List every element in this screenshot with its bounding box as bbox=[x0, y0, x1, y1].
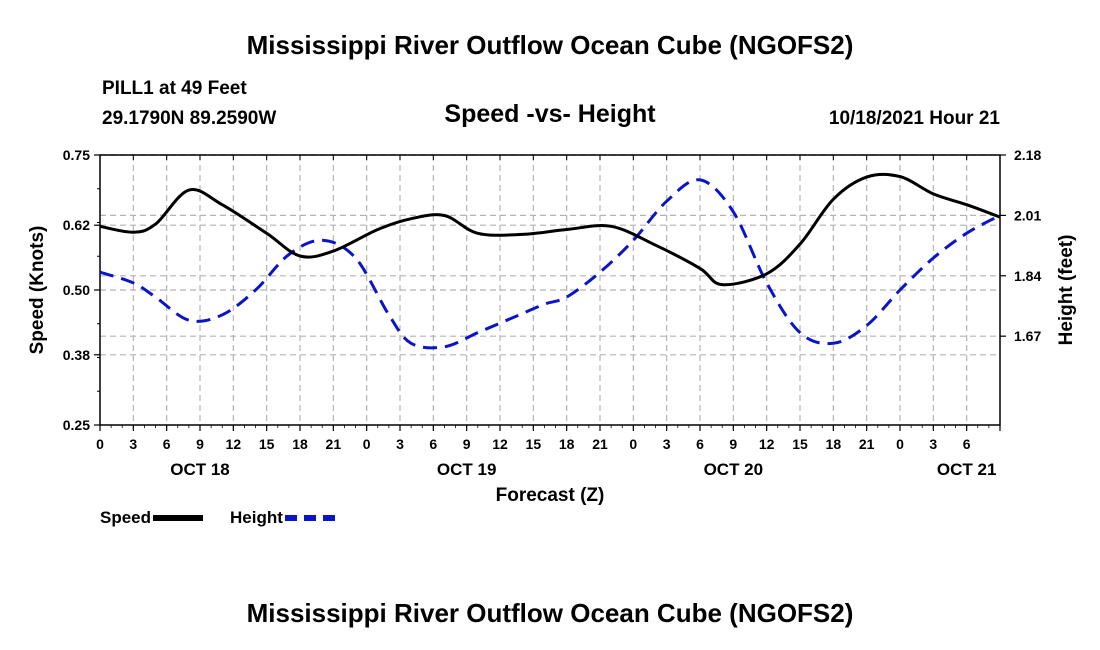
x-tick-label: 15 bbox=[259, 436, 275, 452]
legend-height-swatch bbox=[284, 515, 335, 521]
x-tick-label: 6 bbox=[963, 436, 971, 452]
station-label: PILL1 at 49 Feet bbox=[102, 78, 247, 99]
axes-layer bbox=[94, 154, 1006, 431]
x-tick-label: 18 bbox=[559, 436, 575, 452]
y2-tick-label: 2.01 bbox=[1014, 207, 1041, 223]
x-tick-label: 18 bbox=[292, 436, 308, 452]
x-tick-label: 0 bbox=[629, 436, 637, 452]
x-tick-label: 3 bbox=[929, 436, 937, 452]
x-tick-label: 12 bbox=[492, 436, 508, 452]
series-layer bbox=[99, 172, 1001, 350]
y-tick-label: 0.75 bbox=[63, 147, 90, 163]
x-axis-title: Forecast (Z) bbox=[496, 485, 605, 506]
chart-title: Speed -vs- Height bbox=[444, 100, 656, 128]
series-line-height bbox=[99, 178, 1001, 350]
forecast-datetime: 10/18/2021 Hour 21 bbox=[828, 108, 1000, 129]
date-label: OCT 21 bbox=[937, 460, 997, 479]
date-label: OCT 19 bbox=[437, 460, 497, 479]
x-tick-label: 6 bbox=[429, 436, 437, 452]
x-tick-label: 9 bbox=[463, 436, 471, 452]
x-tick-label: 9 bbox=[196, 436, 204, 452]
y2-tick-label: 2.18 bbox=[1014, 147, 1041, 163]
y-tick-label: 0.25 bbox=[63, 417, 90, 433]
legend-height: Height bbox=[230, 508, 335, 528]
labels-layer: 0.75 0.62 0.50 0.38 0.25 2.18 2.01 1.84 1.67 0 3 6 9… bbox=[27, 147, 1077, 506]
x-tick-label: 15 bbox=[792, 436, 808, 452]
y2-tick-label: 1.67 bbox=[1014, 328, 1041, 344]
x-tick-label: 3 bbox=[663, 436, 671, 452]
footer-title: Mississippi River Outflow Ocean Cube (NG… bbox=[246, 598, 854, 628]
x-tick-label: 6 bbox=[696, 436, 704, 452]
x-tick-label: 21 bbox=[859, 436, 875, 452]
series-line-speed bbox=[99, 172, 1001, 287]
grid-layer bbox=[100, 154, 1000, 425]
y-tick-label: 0.62 bbox=[63, 217, 90, 233]
legend-speed: Speed bbox=[100, 508, 204, 528]
legend-speed-label: Speed bbox=[100, 508, 152, 527]
x-tick-label: 0 bbox=[896, 436, 904, 452]
y-tick-label: 0.50 bbox=[63, 282, 90, 298]
x-tick-label: 15 bbox=[526, 436, 542, 452]
x-tick-label: 12 bbox=[759, 436, 775, 452]
date-label: OCT 20 bbox=[704, 460, 764, 479]
legend-height-label: Height bbox=[230, 508, 283, 527]
x-tick-label: 9 bbox=[729, 436, 737, 452]
x-tick-label: 18 bbox=[826, 436, 842, 452]
page-title: Mississippi River Outflow Ocean Cube (NG… bbox=[246, 30, 854, 60]
x-tick-label: 3 bbox=[396, 436, 404, 452]
y-axis-title: Speed (Knots) bbox=[27, 226, 48, 355]
date-label: OCT 18 bbox=[170, 460, 230, 479]
x-tick-label: 21 bbox=[592, 436, 608, 452]
x-tick-label: 21 bbox=[326, 436, 342, 452]
x-tick-label: 12 bbox=[226, 436, 242, 452]
x-tick-label: 0 bbox=[363, 436, 371, 452]
y2-tick-label: 1.84 bbox=[1014, 268, 1041, 284]
station-coordinates: 29.1790N 89.2590W bbox=[102, 108, 277, 129]
x-tick-label: 0 bbox=[96, 436, 104, 452]
y2-axis-title: Height (feet) bbox=[1056, 235, 1077, 346]
x-tick-label: 6 bbox=[163, 436, 171, 452]
x-tick-label: 3 bbox=[129, 436, 137, 452]
legend-speed-swatch bbox=[153, 515, 204, 521]
y-tick-label: 0.38 bbox=[63, 347, 90, 363]
